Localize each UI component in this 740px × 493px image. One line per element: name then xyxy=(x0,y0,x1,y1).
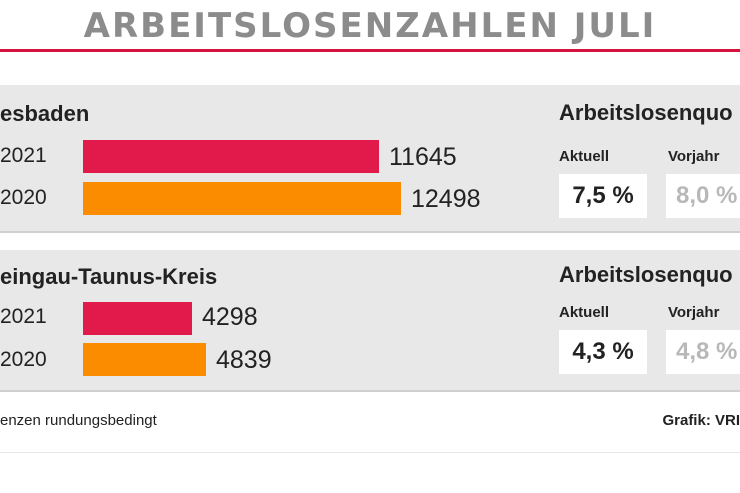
previous-rate: 8,0 % xyxy=(666,174,740,218)
quote-header: Arbeitslosenquo xyxy=(559,262,733,287)
value-label: 12498 xyxy=(411,185,481,213)
year-label: 2021 xyxy=(0,305,47,328)
previous-label: Vorjahr xyxy=(668,304,720,321)
current-label: Aktuell xyxy=(559,304,610,321)
current-rate: 4,3 % xyxy=(559,330,647,374)
year-label: 2020 xyxy=(0,186,47,209)
quote-header: Arbeitslosenquo xyxy=(559,100,733,125)
value-label: 11645 xyxy=(389,143,457,171)
year-label: 2021 xyxy=(0,144,47,167)
region-label: eingau-Taunus-Kreis xyxy=(0,264,218,289)
bar-2020 xyxy=(83,182,401,215)
bar-2020 xyxy=(83,343,206,376)
value-label: 4839 xyxy=(216,346,272,374)
previous-label: Vorjahr xyxy=(668,148,720,165)
chart-title: ARBEITSLOSENZAHLEN JULI xyxy=(83,6,657,46)
previous-rate: 4,8 % xyxy=(666,330,740,374)
current-rate: 7,5 % xyxy=(559,174,647,218)
footnote: enzen rundungsbedingt xyxy=(0,412,157,429)
panel-rheingau-taunus-kreis: eingau-Taunus-Kreis 2021 4298 2020 4839 … xyxy=(0,250,740,392)
bar-2021 xyxy=(83,302,192,335)
panel-wiesbaden: esbaden 2021 11645 2020 12498 Arbeitslos… xyxy=(0,85,740,233)
year-label: 2020 xyxy=(0,348,47,371)
title-underline xyxy=(0,49,740,52)
region-label: esbaden xyxy=(0,101,90,126)
current-label: Aktuell xyxy=(559,148,610,165)
bottom-rule xyxy=(0,452,740,453)
source-credit: Grafik: VRI xyxy=(662,412,740,429)
bar-2021 xyxy=(83,140,379,173)
value-label: 4298 xyxy=(202,303,258,331)
